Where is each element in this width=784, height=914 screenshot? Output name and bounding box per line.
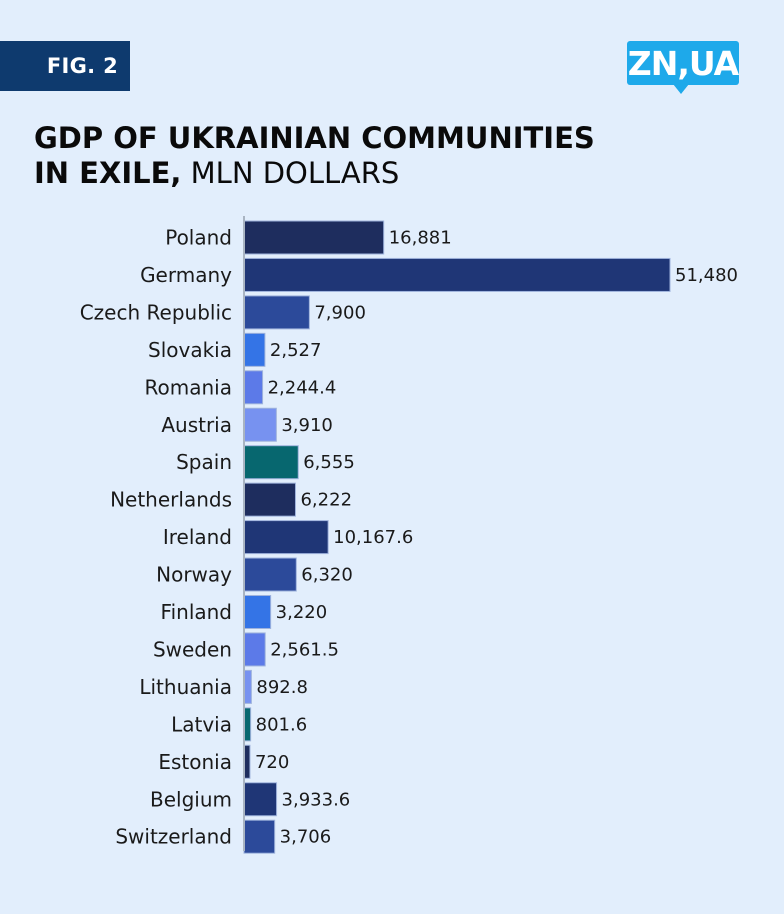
value-label: 3,220 (276, 602, 328, 623)
category-label: Slovakia (148, 338, 232, 362)
value-label: 3,910 (281, 415, 333, 436)
bars-group (243, 220, 671, 854)
bar-sweden (243, 632, 266, 667)
value-label: 16,881 (389, 228, 452, 249)
bar-austria (243, 407, 277, 442)
bar-romania (243, 370, 264, 405)
value-label: 3,933.6 (282, 789, 351, 810)
value-label: 6,555 (303, 452, 355, 473)
category-label: Switzerland (115, 825, 232, 849)
bar-germany (243, 257, 671, 292)
bar-slovakia (243, 332, 266, 367)
category-label: Romania (145, 375, 232, 399)
value-label: 7,900 (314, 302, 366, 323)
bar-finland (243, 595, 272, 629)
value-label: 892.8 (256, 677, 308, 698)
value-label: 720 (255, 752, 289, 773)
figure-label: FIG. 2 (46, 54, 118, 78)
bar-czech-republic (243, 295, 310, 330)
category-label: Norway (156, 563, 232, 587)
category-label: Austria (161, 413, 232, 437)
category-label: Ireland (163, 525, 232, 549)
title-line-2-bold: IN EXILE, (34, 156, 182, 190)
bar-ireland (243, 520, 329, 555)
category-label: Poland (165, 226, 232, 250)
bar-spain (243, 445, 299, 480)
value-label: 2,527 (270, 340, 322, 361)
category-label: Germany (140, 263, 232, 287)
value-label: 2,244.4 (268, 377, 337, 398)
value-labels: 16,881 51,480 7,900 2,527 2,244.4 3,910 6,555 6… (255, 228, 738, 848)
category-label: Lithuania (139, 675, 232, 699)
bar-poland (243, 220, 385, 255)
category-label: Spain (176, 450, 232, 474)
category-label: Finland (161, 600, 232, 624)
bar-lithuania (243, 669, 252, 704)
value-label: 10,167.6 (333, 527, 413, 548)
category-label: Latvia (171, 712, 232, 736)
bar-norway (243, 557, 297, 592)
category-label: Belgium (150, 787, 232, 811)
category-label: Estonia (158, 750, 232, 774)
value-label: 51,480 (675, 265, 738, 286)
category-label: Netherlands (110, 488, 232, 512)
value-label: 2,561.5 (270, 639, 339, 660)
value-label: 6,320 (301, 565, 353, 586)
value-label: 801.6 (256, 714, 308, 735)
figure-badge: FIG. 2 (0, 41, 130, 91)
logo-speech-tail-icon (673, 84, 689, 94)
bar-netherlands (243, 482, 296, 517)
value-label: 3,706 (280, 827, 332, 848)
zn-ua-logo: ZN,UA (627, 41, 739, 85)
category-labels: Poland Germany Czech Republic Slovakia Roman… (80, 226, 232, 849)
title-line-1: GDP OF UKRAINIAN COMMUNITIES (34, 121, 595, 155)
category-label: Czech Republic (80, 300, 232, 324)
bar-switzerland (243, 819, 276, 854)
bar-belgium (243, 782, 278, 817)
logo-text: ZN,UA (627, 43, 739, 83)
value-label: 6,222 (300, 490, 352, 511)
category-label: Sweden (153, 637, 232, 661)
title-unit: MLN DOLLARS (190, 156, 400, 190)
chart-title: GDP OF UKRAINIAN COMMUNITIES IN EXILE, M… (34, 121, 734, 191)
